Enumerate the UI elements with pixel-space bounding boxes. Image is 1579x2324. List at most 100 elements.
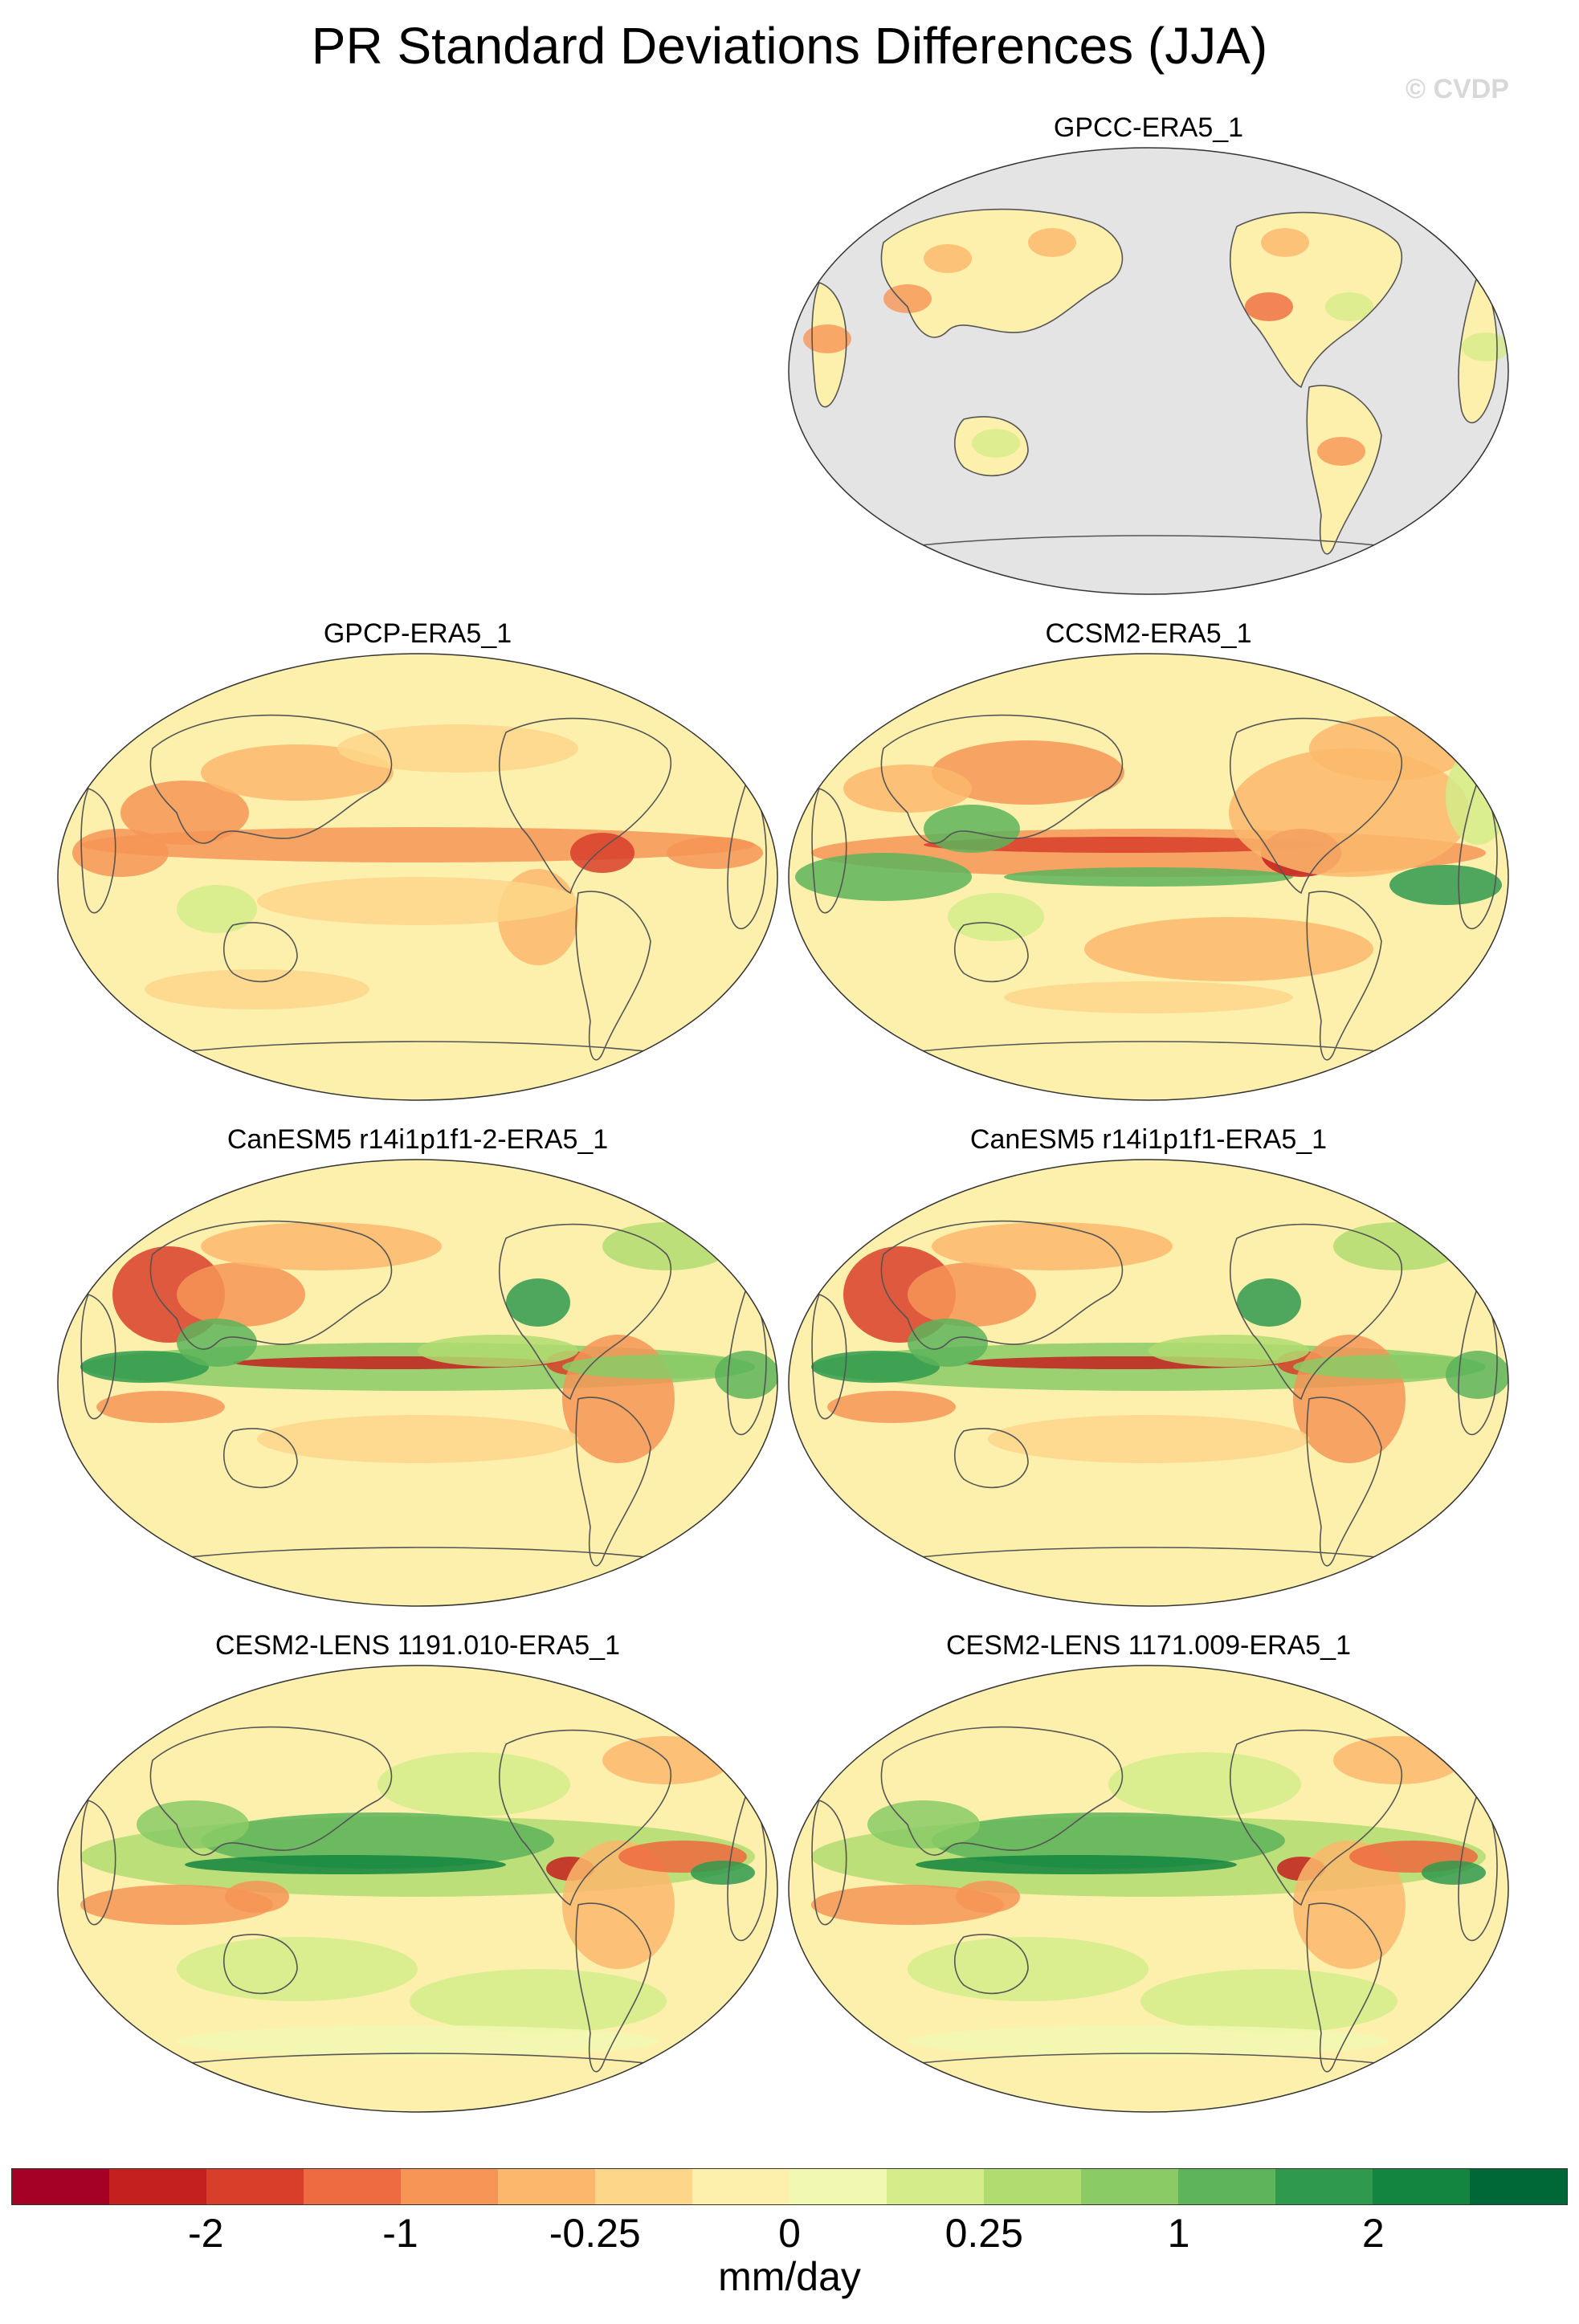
coastline (1306, 1396, 1382, 1567)
land-field (1307, 385, 1381, 554)
colorbar-segment (498, 2169, 595, 2204)
watermark: © CVDP (1406, 74, 1509, 104)
anomaly-field (1446, 1351, 1508, 1399)
colorbar-segment (692, 2169, 790, 2204)
colorbar-segment (304, 2169, 401, 2204)
world-map (57, 653, 778, 1101)
coastline (149, 1726, 393, 1856)
anomaly-field (988, 1415, 1309, 1463)
world-map (788, 1665, 1509, 2113)
anomaly-field (112, 1246, 225, 1343)
panel-title: GPCP-ERA5_1 (323, 618, 512, 649)
coastline (80, 1294, 116, 1420)
anomaly-field (177, 2025, 659, 2057)
colorbar-tick-label: 0 (778, 2211, 801, 2256)
anomaly-field (80, 1885, 273, 1925)
coastline (1458, 1791, 1498, 1942)
map-panel: CESM2-LENS 1171.009-ERA5_1 (787, 1630, 1510, 2128)
anomaly-field (916, 1855, 1237, 1874)
colorbar-segment (984, 2169, 1081, 2204)
coastline (1230, 211, 1402, 389)
anomaly-field (956, 1881, 1020, 1913)
coastline (80, 1800, 116, 1926)
anomaly-field (1293, 1841, 1406, 1969)
anomaly-field (1333, 1222, 1462, 1270)
anomaly-field (932, 740, 1124, 805)
world-map (57, 1159, 778, 1607)
map-panel: CCSM2-ERA5_1 (787, 618, 1510, 1116)
coastline (168, 2053, 667, 2066)
coastline (1306, 1902, 1382, 2073)
coastline (149, 714, 393, 844)
coastline (575, 1396, 651, 1567)
anomaly-field (1140, 1969, 1397, 2033)
colorbar-segment (12, 2169, 109, 2204)
anomaly-field (908, 2025, 1389, 2057)
world-map (788, 653, 1509, 1101)
coastline (899, 1547, 1398, 1560)
anomaly-field (201, 1812, 554, 1869)
anomaly-field (377, 1752, 570, 1816)
coastline (727, 1285, 767, 1436)
anomaly-field (337, 724, 578, 773)
coastline (168, 1547, 667, 1560)
anomaly-field (201, 744, 394, 801)
anomaly-field (924, 837, 1325, 853)
coastline (223, 1934, 298, 1995)
anomaly-field (827, 1391, 956, 1423)
coastline (727, 779, 767, 930)
anomaly-field (924, 805, 1020, 853)
colorbar-tick-label: -0.25 (549, 2211, 641, 2256)
coastline (811, 788, 847, 914)
anomaly-field (715, 1351, 777, 1399)
coastline (954, 416, 1029, 477)
anomaly-field (1084, 917, 1373, 981)
colorbar-labels: -2 -1 -0.25 0 0.25 1 2 (0, 2210, 1579, 2258)
colorbar-tick-label: 0.25 (945, 2211, 1023, 2256)
coastline (223, 922, 298, 983)
colorbar-segment (1373, 2169, 1470, 2204)
coastline (499, 1729, 671, 1906)
anomaly-field (418, 1335, 578, 1367)
map-panel: CanESM5 r14i1p1f1-2-ERA5_1 (56, 1124, 779, 1622)
colorbar-segment (401, 2169, 498, 2204)
coastline (954, 1428, 1029, 1489)
panel-title: CanESM5 r14i1p1f1-2-ERA5_1 (226, 1124, 609, 1155)
panel-title: CanESM5 r14i1p1f1-ERA5_1 (969, 1124, 1328, 1155)
anomaly-field (691, 1861, 755, 1885)
colorbar-segment (887, 2169, 984, 2204)
anomaly-field (1108, 1752, 1301, 1816)
anomaly-field (96, 1391, 225, 1423)
coastline (954, 1934, 1029, 1995)
anomaly-field (811, 1885, 1004, 1925)
coastline (1306, 385, 1382, 555)
figure-title: PR Standard Deviations Differences (JJA) (311, 17, 1268, 75)
coastline (1458, 273, 1498, 424)
anomaly-field (80, 1351, 209, 1383)
panel-title: CCSM2-ERA5_1 (1045, 618, 1252, 649)
anomaly-field (137, 1800, 249, 1849)
anomaly-field (602, 1222, 731, 1270)
colorbar-segment (109, 2169, 206, 2204)
coastline (168, 1041, 667, 1054)
world-map (788, 1159, 1509, 1607)
map-panel: CESM2-LENS 1191.010-ERA5_1 (56, 1630, 779, 2128)
colorbar-tick-label: 1 (1167, 2211, 1190, 2256)
coastline (1306, 891, 1382, 1061)
map-panel: GPCP-ERA5_1 (56, 618, 779, 1116)
anomaly-field (932, 1812, 1285, 1869)
coastline (499, 717, 671, 895)
colorbar (11, 2168, 1568, 2205)
coastline (499, 1223, 671, 1401)
coastline (880, 1220, 1124, 1350)
anomaly-field (948, 893, 1044, 941)
coastline (954, 922, 1029, 983)
colorbar-segment (1470, 2169, 1567, 2204)
panel-title: GPCC-ERA5_1 (1053, 112, 1244, 143)
panel-title: CESM2-LENS 1171.009-ERA5_1 (946, 1630, 1351, 1661)
anomaly-field (1004, 981, 1293, 1013)
anomaly-field (1229, 748, 1470, 877)
coastline (223, 1428, 298, 1489)
anomaly-field (1004, 867, 1293, 887)
anomaly-field (1422, 1861, 1486, 1885)
